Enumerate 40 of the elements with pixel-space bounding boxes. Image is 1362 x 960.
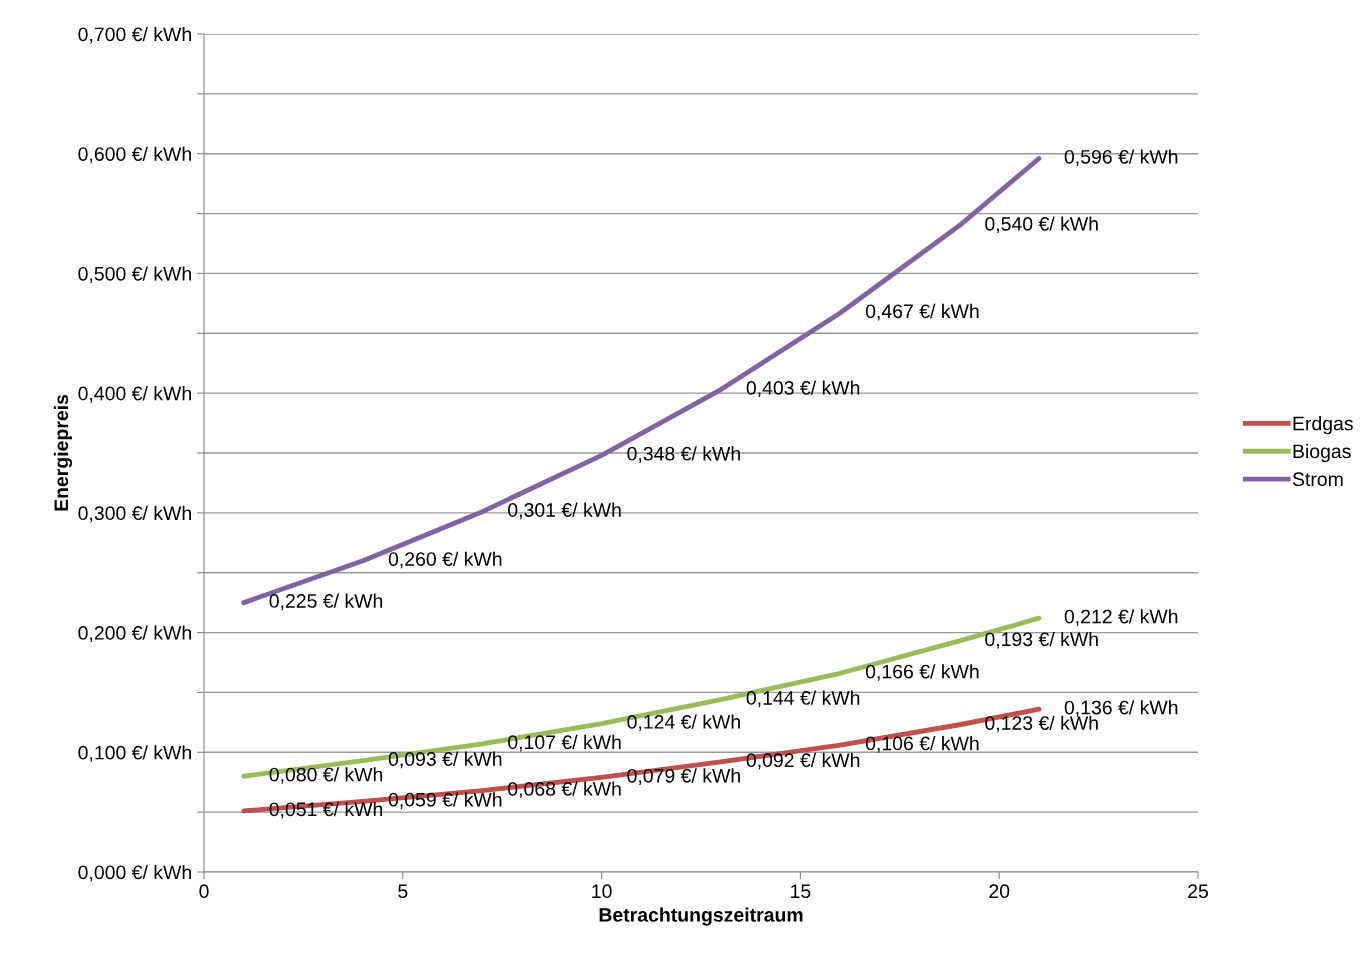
data-label: 0,107 €/ kWh — [508, 734, 621, 752]
data-label: 0,106 €/ kWh — [865, 736, 979, 753]
x-axis-title: Betrachtungszeitraum — [599, 907, 803, 926]
y-tick-label: 0,000 €/ kWh — [78, 864, 191, 882]
y-tick-label: 0,600 €/ kWh — [78, 146, 191, 164]
data-label: 0,301 €/ kWh — [508, 502, 621, 520]
data-label: 0,166 €/ kWh — [865, 664, 979, 681]
y-tick-label: 0,200 €/ kWh — [78, 625, 191, 643]
y-tick-label: 0,300 €/ kWh — [78, 505, 191, 523]
data-label: 0,193 €/ kWh — [985, 631, 1098, 649]
y-tick-label: 0,700 €/ kWh — [78, 26, 191, 44]
y-tick-label: 0,100 €/ kWh — [78, 745, 191, 762]
data-label: 0,260 €/ kWh — [388, 551, 502, 569]
data-label: 0,136 €/ kWh — [1064, 700, 1178, 717]
data-label: 0,467 €/ kWh — [865, 303, 979, 321]
data-label: 0,144 €/ kWh — [746, 690, 860, 708]
legend-label: Strom — [1292, 472, 1343, 487]
y-axis-title: Energiepreis — [53, 394, 73, 511]
legend-label: Biogas — [1293, 443, 1351, 463]
data-label: 0,596 €/ kWh — [1064, 149, 1178, 167]
x-tick-label: 15 — [791, 884, 811, 899]
data-label: 0,124 €/ kWh — [627, 714, 740, 732]
data-label: 0,225 €/ kWh — [269, 593, 383, 611]
data-label: 0,348 €/ kWh — [627, 446, 740, 463]
y-tick-label: 0,500 €/ kWh — [78, 266, 191, 283]
y-tick-label: 0,400 €/ kWh — [78, 386, 191, 403]
x-tick-label: 5 — [398, 884, 408, 899]
x-tick-label: 25 — [1188, 884, 1208, 899]
data-label: 0,403 €/ kWh — [746, 380, 860, 398]
data-label: 0,079 €/ kWh — [627, 768, 740, 785]
data-label: 0,093 €/ kWh — [388, 751, 502, 769]
data-label: 0,092 €/ kWh — [746, 752, 860, 770]
data-label: 0,080 €/ kWh — [269, 767, 383, 784]
legend-label: Erdgas — [1293, 416, 1353, 435]
x-tick-label: 20 — [989, 884, 1010, 899]
x-tick-label: 10 — [592, 884, 612, 899]
data-label: 0,212 €/ kWh — [1064, 609, 1178, 626]
x-tick-label: 0 — [199, 884, 209, 899]
data-label: 0,540 €/ kWh — [985, 216, 1098, 234]
data-label: 0,123 €/ kWh — [985, 715, 1098, 733]
